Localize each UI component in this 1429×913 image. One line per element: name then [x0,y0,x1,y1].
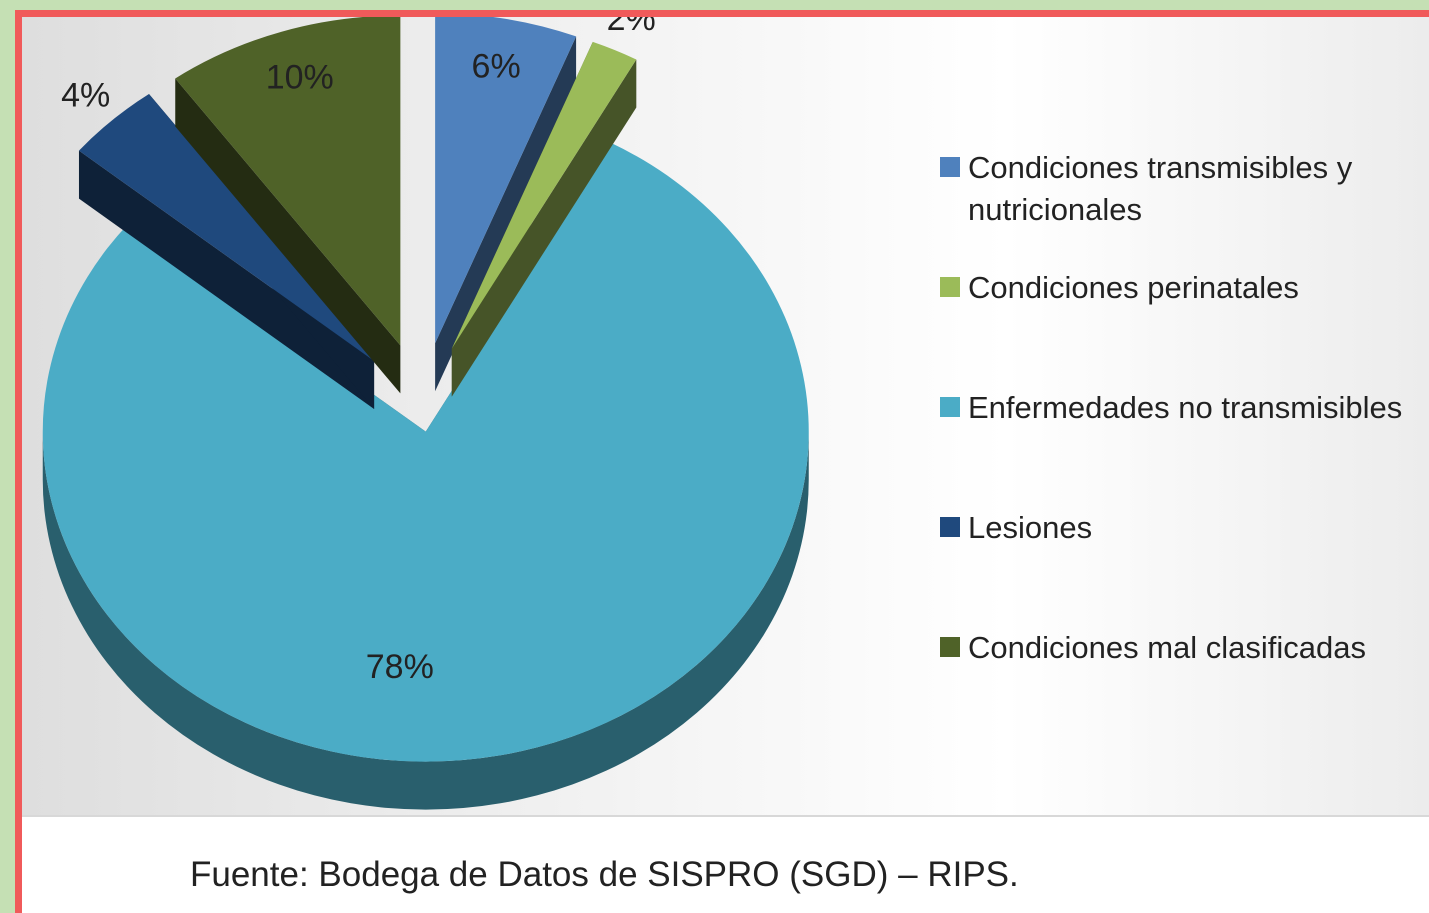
slice-cut-face [435,36,577,392]
slice [451,41,637,397]
data-label: 10% [266,59,334,97]
legend-label: Condiciones transmisibles y nutricionale… [968,150,1353,227]
legend-label: Lesiones [968,510,1093,545]
legend-item: Condiciones mal clasificadas [940,627,1429,669]
legend: Condiciones transmisibles y nutricionale… [940,147,1429,747]
source-note: Fuente: Bodega de Datos de SISPRO (SGD) … [190,855,1019,894]
slice [175,17,401,394]
slice-cut-face [78,150,375,409]
legend-label: Enfermedades no transmisibles [968,390,1403,425]
legend-label: Condiciones mal clasificadas [968,630,1367,665]
legend-item: Lesiones [940,507,1429,549]
legend-item: Condiciones transmisibles y nutricionale… [940,147,1429,231]
legend-swatch [940,637,960,657]
legend-swatch [940,277,960,297]
slice-cut-face [451,59,637,397]
data-label: 78% [366,648,434,686]
pie-chart: 78% 6% 2% 4% 10% [42,17,809,810]
legend-swatch [940,157,960,177]
data-label: 4% [61,76,110,114]
legend-item: Condiciones perinatales [940,267,1429,309]
legend-swatch [940,517,960,537]
legend-swatch [940,397,960,417]
legend-item: Enfermedades no transmisibles [940,387,1429,429]
slice-top [435,17,577,344]
data-label: 2% [607,17,656,38]
legend-label: Condiciones perinatales [968,270,1299,305]
frame: 78% 6% 2% 4% 10% Condiciones transmisibles y… [15,10,1429,913]
slice [78,93,375,409]
slice-cut-face [175,78,401,394]
slice-top [78,93,375,361]
chart-panel: 78% 6% 2% 4% 10% Condiciones transmisibles y… [22,17,1429,817]
data-label: 6% [472,48,521,86]
slice-top [175,17,401,346]
slice-top [451,41,637,349]
slice [435,17,577,392]
